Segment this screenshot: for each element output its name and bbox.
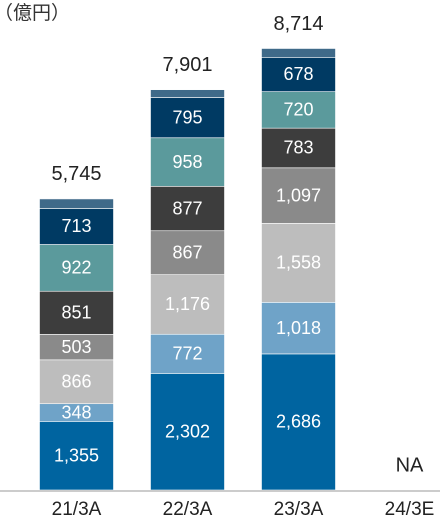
segment-label: 678: [283, 64, 313, 84]
bar-segment: [150, 89, 225, 98]
bar-segment: [150, 137, 225, 187]
bar-segment: [39, 198, 114, 209]
segment-label: 1,558: [276, 253, 321, 273]
segment-label: 783: [283, 138, 313, 158]
bar-segment: [150, 274, 225, 335]
total-label: 8,714: [273, 13, 323, 35]
bar-segment: [39, 421, 114, 491]
segment-label: 867: [172, 242, 202, 262]
bar-segment: [150, 186, 225, 232]
bar-segment: [261, 167, 336, 224]
bar-segment: [150, 373, 225, 491]
segment-label: 2,686: [276, 412, 321, 432]
bar-segment: [150, 97, 225, 139]
segment-label: 1,355: [54, 445, 99, 465]
bar-segment: [261, 127, 336, 169]
total-label: NA: [396, 454, 424, 476]
segment-label: 851: [61, 303, 91, 323]
segment-label: 713: [61, 216, 91, 236]
bar-segment: [261, 353, 336, 491]
bar-segment: [261, 57, 336, 92]
segment-label: 720: [283, 100, 313, 120]
total-label: 5,745: [51, 163, 101, 185]
segment-label: 922: [61, 258, 91, 278]
segment-label: 795: [172, 107, 202, 127]
bar-segment: [39, 334, 114, 361]
bar-segment: [261, 91, 336, 129]
segment-label: 348: [61, 402, 91, 422]
segment-label: 866: [61, 372, 91, 392]
bar-segment: [150, 230, 225, 275]
bar-segment: [261, 302, 336, 355]
x-tick-label: 23/3A: [274, 499, 324, 520]
segment-label: 877: [172, 198, 202, 218]
bar-segment: [261, 223, 336, 303]
x-tick-label: 22/3A: [163, 499, 213, 520]
segment-label: 1,018: [276, 318, 321, 338]
x-tick-label: 21/3A: [52, 499, 102, 520]
segment-label: 958: [172, 152, 202, 172]
segment-label: 772: [172, 344, 202, 364]
total-label: 7,901: [162, 54, 212, 76]
segment-label: 2,302: [165, 421, 210, 441]
segment-label: 1,097: [276, 185, 321, 205]
unit-label: （億円）: [0, 2, 70, 24]
x-tick-label: 24/3E: [385, 499, 435, 520]
segment-label: 1,176: [165, 294, 210, 314]
bar-segment: [39, 290, 114, 335]
bar-segment: [150, 333, 225, 374]
bar-segment: [39, 208, 114, 245]
segment-label: 503: [61, 337, 91, 357]
bar-segment: [261, 48, 336, 58]
bar-segment: [39, 244, 114, 292]
